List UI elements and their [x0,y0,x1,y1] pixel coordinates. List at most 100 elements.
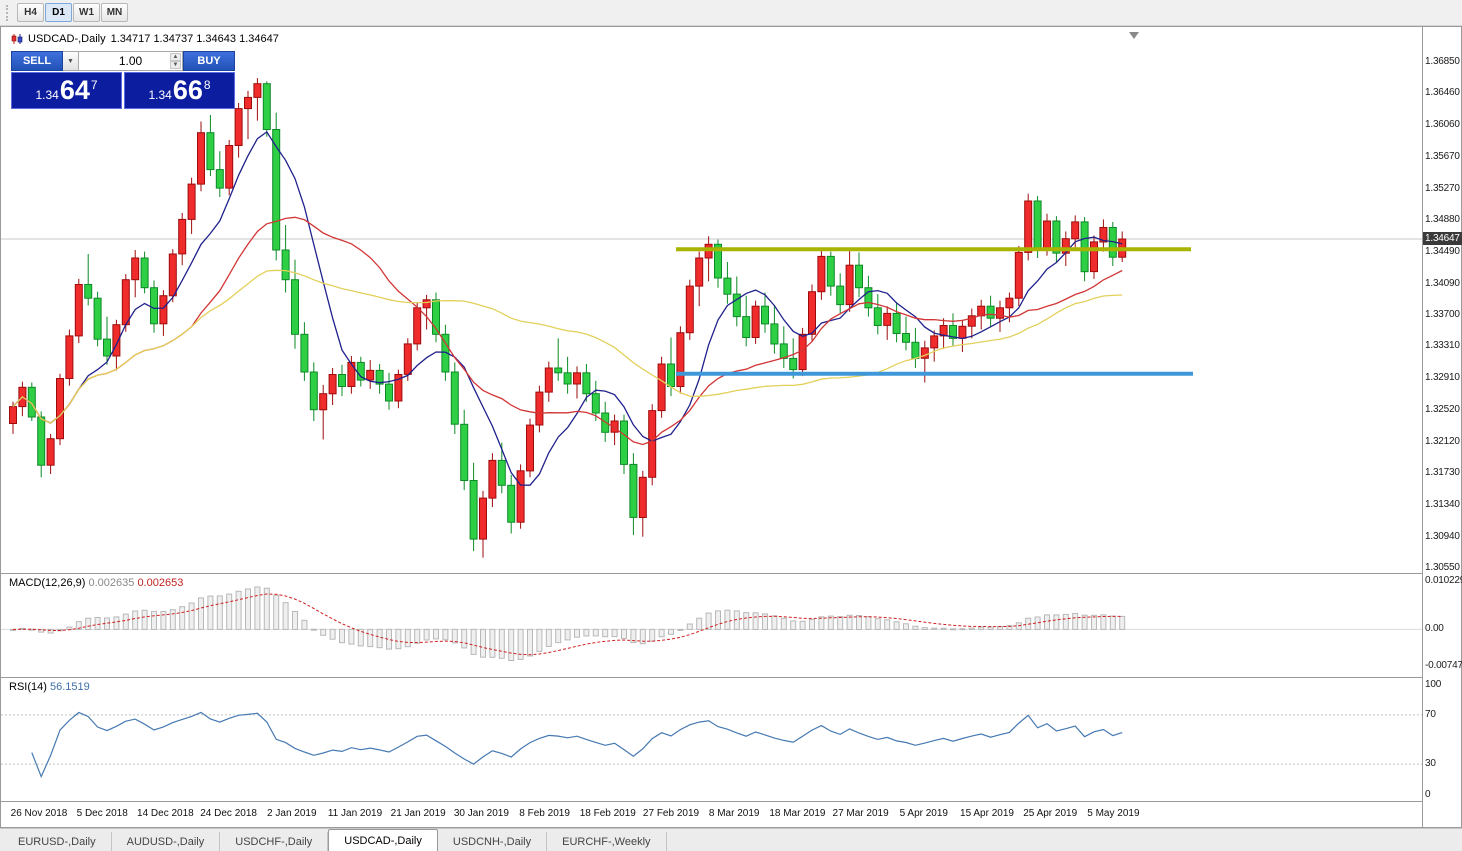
spinner-down-icon[interactable]: ▼ [170,61,181,69]
sell-price-point: 7 [90,77,98,92]
price-axis-label: 1.32120 [1425,436,1460,447]
date-axis-label: 27 Mar 2019 [832,808,889,819]
sell-button[interactable]: SELL [11,51,63,71]
price-axis-label: 1.34490 [1425,246,1460,257]
price-axis-label: 1.35270 [1425,183,1460,194]
sell-price-display[interactable]: 1.34 64 7 [11,72,122,109]
macd-axis-label: 0.00 [1425,623,1444,634]
chart-tab-bar: EURUSD-,Daily AUDUSD-,Daily USDCHF-,Daily U… [0,828,1462,851]
price-axis-label: 1.34880 [1425,214,1460,225]
price-axis-label: 1.33310 [1425,340,1460,351]
rsi-axis-label: 70 [1425,709,1436,720]
tab-audusd-daily[interactable]: AUDUSD-,Daily [111,832,221,851]
main-chart-pane[interactable]: USDCAD-,Daily 1.34717 1.34737 1.34643 1.… [1,27,1422,573]
tab-usdcnh-daily[interactable]: USDCNH-,Daily [437,832,548,851]
date-axis-label: 24 Dec 2018 [200,808,257,819]
one-click-trading-panel: SELL ▼ 1.00 ▲ ▼ BUY 1.34 64 7 [11,51,235,109]
buy-price-pips: 66 [172,75,203,106]
current-price-badge: 1.34647 [1423,232,1462,245]
price-axis-label: 1.31340 [1425,499,1460,510]
price-axis-label: 1.33700 [1425,309,1460,320]
date-axis-label: 21 Jan 2019 [390,808,446,819]
spinner-up-icon[interactable]: ▲ [170,53,181,61]
tab-eurchf-weekly[interactable]: EURCHF-,Weekly [547,832,667,851]
date-axis-label: 2 Jan 2019 [267,808,317,819]
ma-line-20 [12,216,1123,446]
date-axis-label: 5 Dec 2018 [76,808,128,819]
toolbar-grip[interactable] [6,4,11,21]
chart-shift-icon[interactable] [1129,32,1139,39]
rsi-value: 56.1519 [49,681,90,693]
rsi-axis-label: 100 [1425,679,1442,690]
date-axis-label: 5 Apr 2019 [899,808,948,819]
macd-main-value: 0.002635 [88,577,135,589]
macd-signal-value: 0.002653 [137,577,184,589]
price-axis-label: 1.36850 [1425,56,1460,67]
volume-stepper[interactable]: ▲ ▼ [170,53,181,69]
rsi-line [31,711,1123,779]
price-axis-label: 1.36460 [1425,87,1460,98]
chart-ohlc-values: 1.34717 1.34737 1.34643 1.34647 [110,33,279,45]
price-axis-label: 1.32520 [1425,404,1460,415]
buy-price-base: 1.34 [148,87,172,102]
macd-name: MACD(12,26,9) [9,577,86,589]
date-axis-label: 14 Dec 2018 [137,808,194,819]
date-axis-label: 25 Apr 2019 [1023,808,1078,819]
price-axis-label: 1.30940 [1425,531,1460,542]
chart-window: USDCAD-,Daily 1.34717 1.34737 1.34643 1.… [0,26,1462,828]
sell-price-base: 1.34 [35,87,59,102]
buy-price-point: 8 [203,77,211,92]
top-toolbar: H4 D1 W1 MN [0,0,1462,26]
date-axis-label: 18 Feb 2019 [579,808,636,819]
price-chart[interactable] [1,27,1422,573]
date-axis-label: 27 Feb 2019 [642,808,700,819]
timeframe-button-d1[interactable]: D1 [45,3,72,22]
sell-price-pips: 64 [59,75,90,106]
timeframe-button-w1[interactable]: W1 [73,3,100,22]
macd-signal-line [12,593,1123,656]
date-axis-label: 18 Mar 2019 [769,808,826,819]
macd-histogram [10,586,1126,662]
tab-usdchf-daily[interactable]: USDCHF-,Daily [220,832,329,851]
date-axis-label: 8 Feb 2019 [519,808,570,819]
volume-input[interactable]: 1.00 ▲ ▼ [79,51,183,71]
macd-label: MACD(12,26,9) 0.002635 0.002653 [9,577,183,589]
chevron-down-icon: ▼ [67,57,74,65]
date-axis-label: 8 Mar 2019 [708,808,760,819]
chart-symbol-icon [11,34,23,44]
price-axis-label: 1.34090 [1425,278,1460,289]
date-axis-label: 30 Jan 2019 [453,808,509,819]
macd-indicator-pane[interactable]: MACD(12,26,9) 0.002635 0.002653 [1,573,1422,677]
tab-eurusd-daily[interactable]: EURUSD-,Daily [3,832,112,851]
ma-line-45 [12,269,1123,424]
buy-button[interactable]: BUY [183,51,235,71]
tab-usdcad-daily[interactable]: USDCAD-,Daily [328,829,438,851]
rsi-chart[interactable] [1,678,1422,801]
volume-dropdown-button[interactable]: ▼ [63,51,79,71]
timeframe-button-h4[interactable]: H4 [17,3,44,22]
macd-axis-label: -0.00747 [1425,660,1462,671]
date-axis-label: 11 Jan 2019 [327,808,383,819]
price-axis-label: 1.35670 [1425,151,1460,162]
macd-chart[interactable] [1,574,1422,677]
price-axis-label: 1.30550 [1425,562,1460,573]
chart-symbol-period: USDCAD-,Daily [28,33,106,45]
date-axis[interactable]: 26 Nov 2018 5 Dec 2018 14 Dec 2018 24 Dec 2… [1,801,1422,827]
price-axis-label: 1.36060 [1425,119,1460,130]
rsi-name: RSI(14) [9,681,47,693]
price-axis-label: 1.32910 [1425,372,1460,383]
date-axis-label: 5 May 2019 [1087,808,1140,819]
rsi-indicator-pane[interactable]: RSI(14) 56.1519 [1,677,1422,801]
rsi-axis-label: 30 [1425,758,1436,769]
rsi-axis-label: 0 [1425,789,1431,800]
timeframe-button-mn[interactable]: MN [101,3,128,22]
chart-title: USDCAD-,Daily 1.34717 1.34737 1.34643 1.… [11,33,279,45]
macd-axis-label: 0.010229 [1425,575,1462,586]
ma-line-8 [12,130,1123,486]
price-axis[interactable]: 1.34647 1.36850 1.36460 1.36060 1.35670 1.35… [1422,27,1462,827]
date-axis-label: 26 Nov 2018 [10,808,68,819]
buy-price-display[interactable]: 1.34 66 8 [124,72,235,109]
date-axis-label: 15 Apr 2019 [960,808,1014,819]
rsi-label: RSI(14) 56.1519 [9,681,90,693]
price-axis-label: 1.31730 [1425,467,1460,478]
